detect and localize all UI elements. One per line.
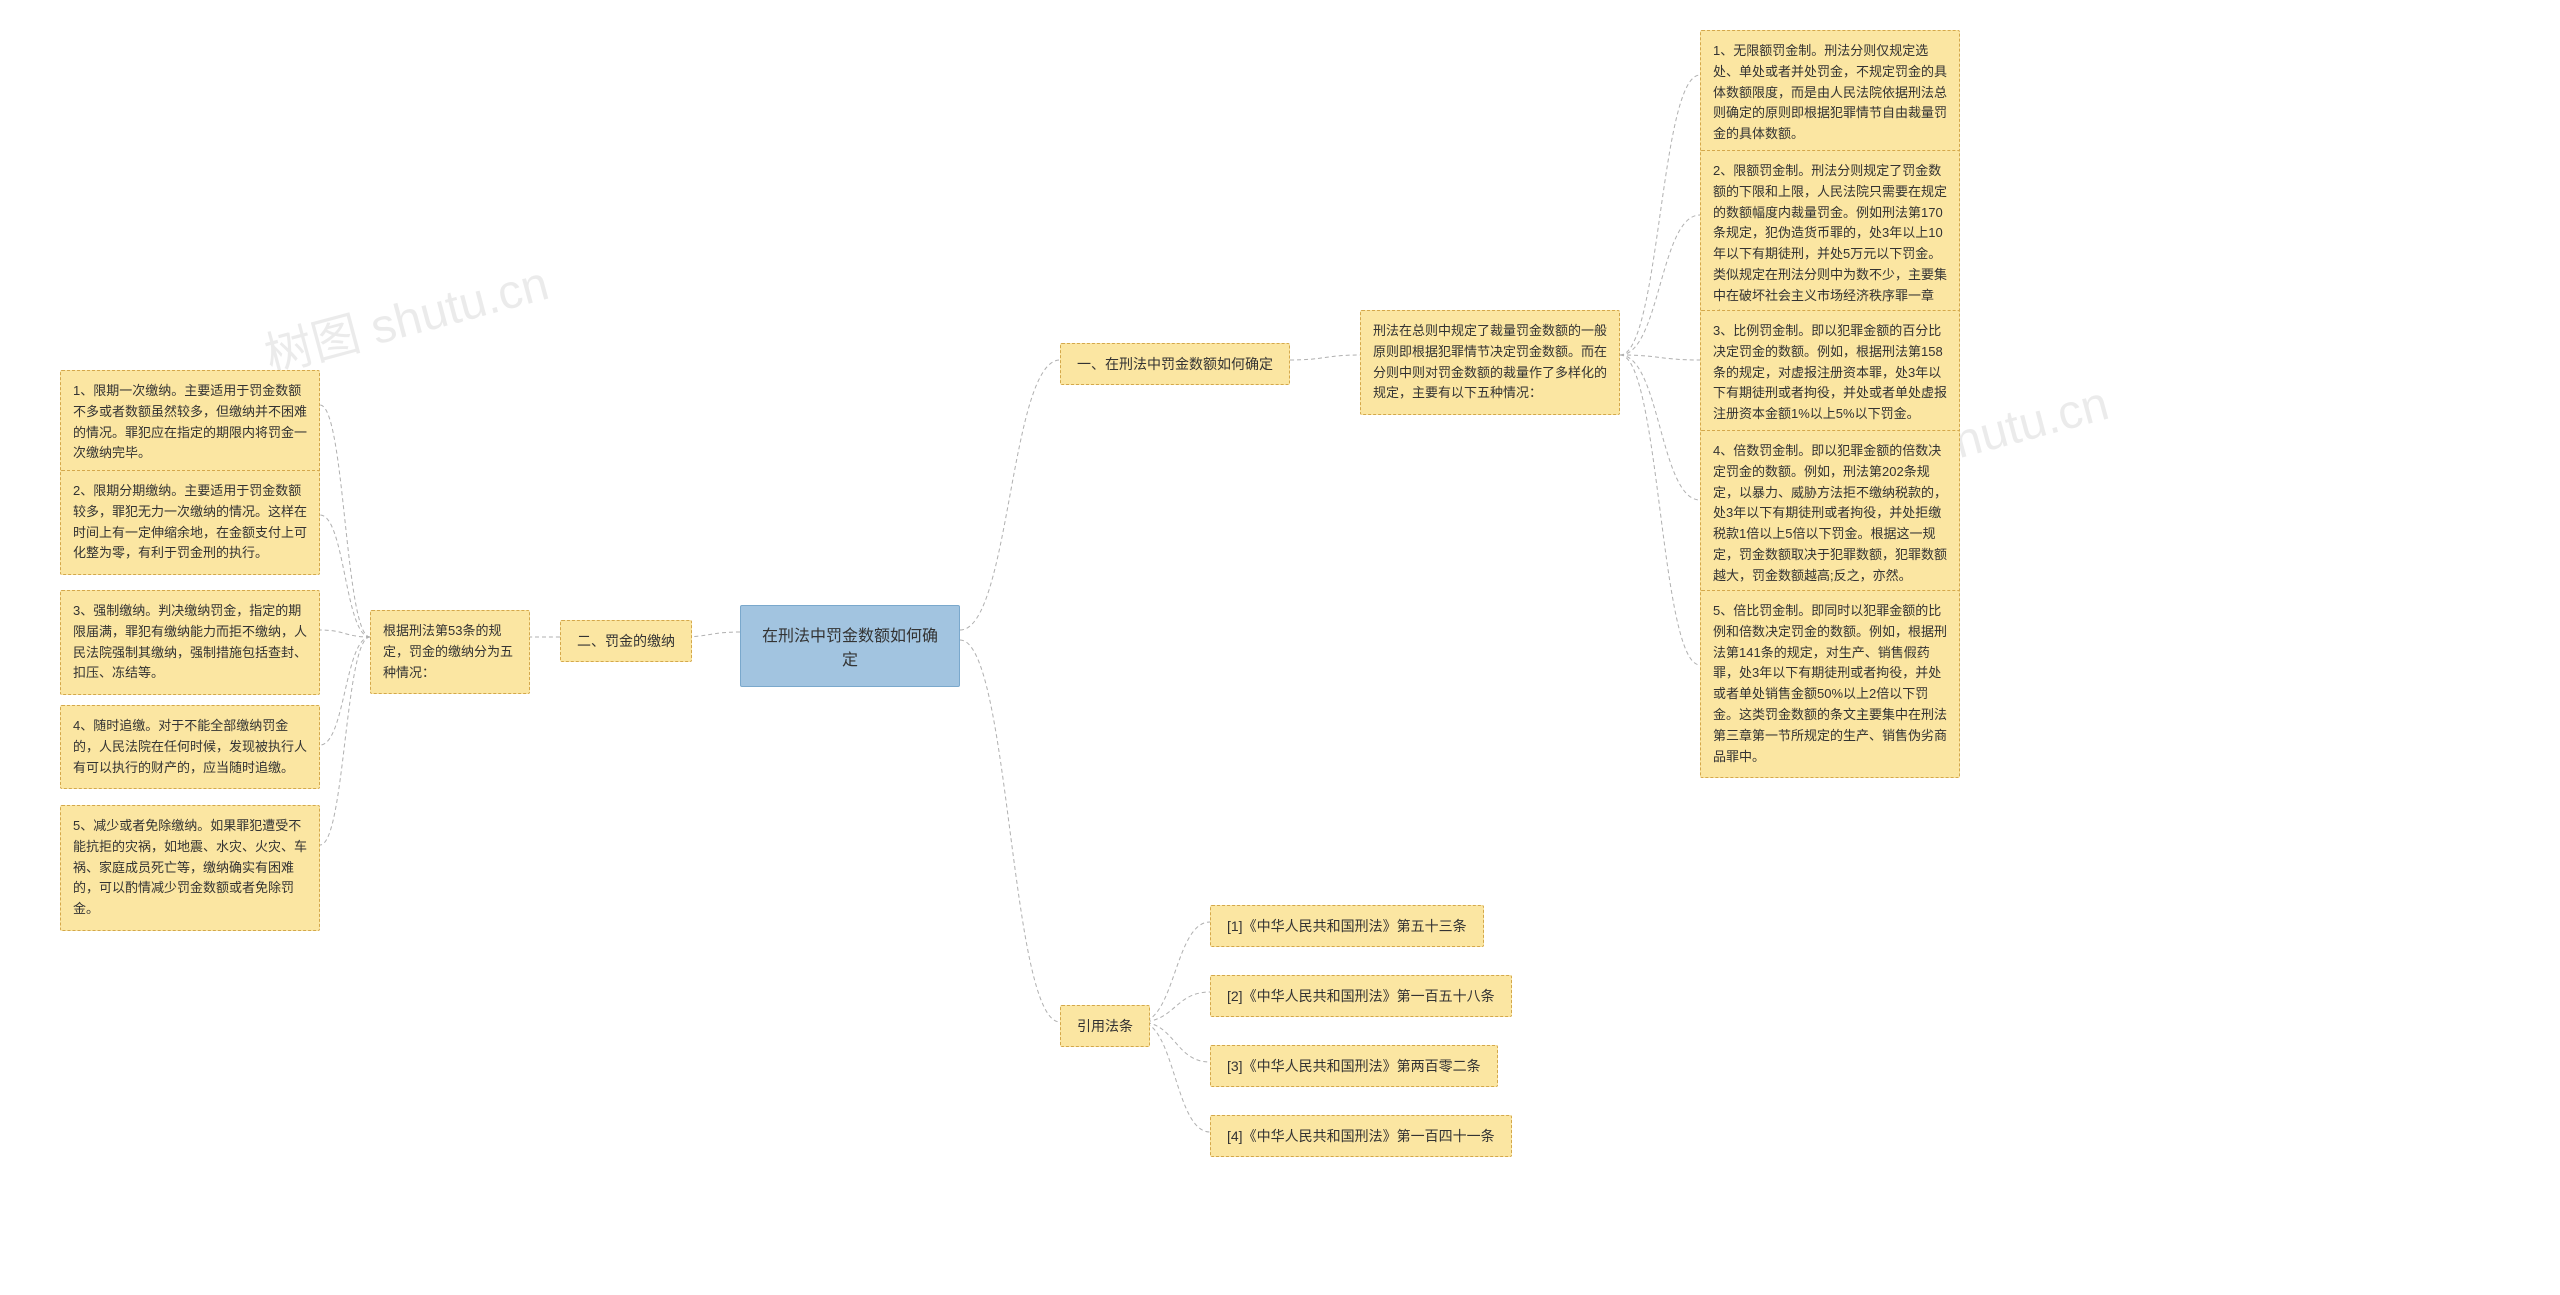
leaf-node: [3]《中华人民共和国刑法》第两百零二条 [1210,1045,1498,1087]
branch-right1-sub: 刑法在总则中规定了裁量罚金数额的一般原则即根据犯罪情节决定罚金数额。而在分则中则… [1360,310,1620,415]
leaf-node: 2、限期分期缴纳。主要适用于罚金数额较多，罪犯无力一次缴纳的情况。这样在时间上有… [60,470,320,575]
leaf-text: [3]《中华人民共和国刑法》第两百零二条 [1227,1058,1481,1074]
branch-left1: 二、罚金的缴纳 [560,620,692,662]
leaf-text: 2、限额罚金制。刑法分则规定了罚金数额的下限和上限，人民法院只需要在规定的数额幅… [1713,163,1947,324]
leaf-node: [2]《中华人民共和国刑法》第一百五十八条 [1210,975,1512,1017]
leaf-node: 4、随时追缴。对于不能全部缴纳罚金的，人民法院在任何时候，发现被执行人有可以执行… [60,705,320,789]
leaf-node: [1]《中华人民共和国刑法》第五十三条 [1210,905,1484,947]
leaf-text: [4]《中华人民共和国刑法》第一百四十一条 [1227,1128,1495,1144]
branch-right2: 引用法条 [1060,1005,1150,1047]
branch-left1-sub: 根据刑法第53条的规定，罚金的缴纳分为五种情况： [370,610,530,694]
leaf-node: [4]《中华人民共和国刑法》第一百四十一条 [1210,1115,1512,1157]
leaf-text: 4、倍数罚金制。即以犯罪金额的倍数决定罚金的数额。例如，刑法第202条规定，以暴… [1713,443,1947,583]
leaf-node: 3、强制缴纳。判决缴纳罚金，指定的期限届满，罪犯有缴纳能力而拒不缴纳，人民法院强… [60,590,320,695]
leaf-text: 2、限期分期缴纳。主要适用于罚金数额较多，罪犯无力一次缴纳的情况。这样在时间上有… [73,483,307,560]
leaf-text: 5、倍比罚金制。即同时以犯罪金额的比例和倍数决定罚金的数额。例如，根据刑法第14… [1713,603,1947,764]
leaf-text: 4、随时追缴。对于不能全部缴纳罚金的，人民法院在任何时候，发现被执行人有可以执行… [73,718,307,775]
leaf-node: 5、减少或者免除缴纳。如果罪犯遭受不能抗拒的灾祸，如地震、水灾、火灾、车祸、家庭… [60,805,320,931]
branch-right1-sub-label: 刑法在总则中规定了裁量罚金数额的一般原则即根据犯罪情节决定罚金数额。而在分则中则… [1373,323,1607,400]
center-label: 在刑法中罚金数额如何确定 [762,628,938,669]
branch-left1-label: 二、罚金的缴纳 [577,633,675,649]
leaf-text: 1、限期一次缴纳。主要适用于罚金数额不多或者数额虽然较多，但缴纳并不困难的情况。… [73,383,307,460]
branch-right1: 一、在刑法中罚金数额如何确定 [1060,343,1290,385]
branch-right2-label: 引用法条 [1077,1018,1133,1034]
leaf-node: 3、比例罚金制。即以犯罪金额的百分比决定罚金的数额。例如，根据刑法第158条的规… [1700,310,1960,436]
leaf-text: 1、无限额罚金制。刑法分则仅规定选处、单处或者并处罚金，不规定罚金的具体数额限度… [1713,43,1947,141]
center-node: 在刑法中罚金数额如何确定 [740,605,960,687]
branch-left1-sub-label: 根据刑法第53条的规定，罚金的缴纳分为五种情况： [383,623,513,680]
leaf-node: 5、倍比罚金制。即同时以犯罪金额的比例和倍数决定罚金的数额。例如，根据刑法第14… [1700,590,1960,778]
leaf-text: 3、强制缴纳。判决缴纳罚金，指定的期限届满，罪犯有缴纳能力而拒不缴纳，人民法院强… [73,603,307,680]
leaf-text: 3、比例罚金制。即以犯罪金额的百分比决定罚金的数额。例如，根据刑法第158条的规… [1713,323,1947,421]
branch-right1-label: 一、在刑法中罚金数额如何确定 [1077,356,1273,372]
leaf-node: 4、倍数罚金制。即以犯罪金额的倍数决定罚金的数额。例如，刑法第202条规定，以暴… [1700,430,1960,598]
leaf-text: 5、减少或者免除缴纳。如果罪犯遭受不能抗拒的灾祸，如地震、水灾、火灾、车祸、家庭… [73,818,307,916]
leaf-node: 1、无限额罚金制。刑法分则仅规定选处、单处或者并处罚金，不规定罚金的具体数额限度… [1700,30,1960,156]
leaf-node: 1、限期一次缴纳。主要适用于罚金数额不多或者数额虽然较多，但缴纳并不困难的情况。… [60,370,320,475]
leaf-text: [1]《中华人民共和国刑法》第五十三条 [1227,918,1467,934]
leaf-text: [2]《中华人民共和国刑法》第一百五十八条 [1227,988,1495,1004]
watermark-text: 树图 shutu.cn [256,244,555,387]
